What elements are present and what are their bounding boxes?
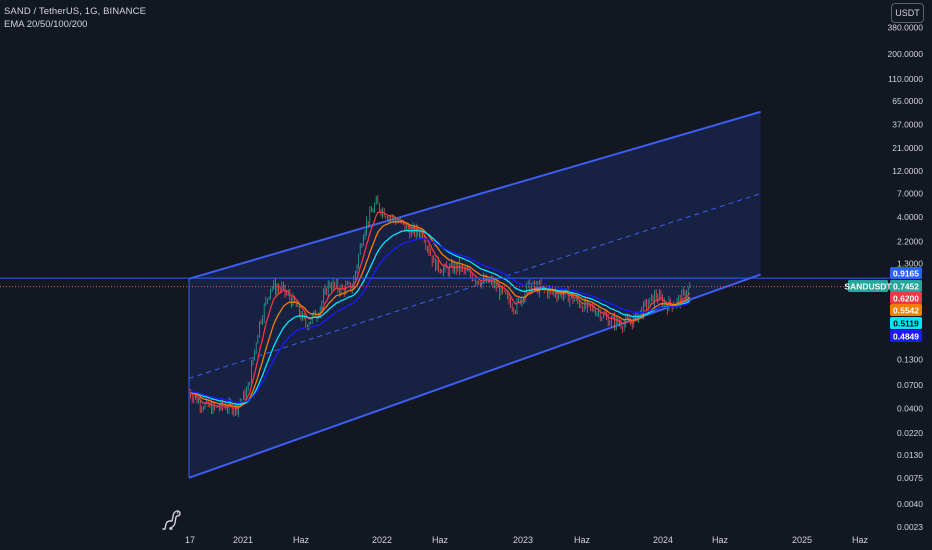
price-tags: 0.91650.7452SANDUSDT0.62000.55420.51190.… [844, 267, 922, 342]
level-lines [0, 277, 890, 288]
y-tick-label: 21.0000 [892, 143, 923, 153]
y-tick-label: 65.0000 [892, 96, 923, 106]
price-tag-value: 0.5542 [893, 306, 919, 316]
indicator-legend[interactable]: EMA 20/50/100/200 [4, 19, 88, 30]
price-tag: 0.4849 [890, 330, 922, 342]
channel-fill [189, 111, 761, 478]
x-tick-label: 2025 [792, 535, 812, 545]
x-tick-label: Haz [712, 535, 729, 545]
y-tick-label: 0.1300 [897, 354, 923, 364]
y-tick-label: 110.0000 [888, 74, 923, 84]
time-axis[interactable]: 17 2021 Haz 2022 Haz 2023 Haz 2024 Haz 2025 Haz [185, 535, 869, 545]
price-tag-value: 0.9165 [893, 269, 919, 279]
price-tag: 0.6200 [890, 292, 922, 304]
ema-layer [188, 211, 691, 410]
currency-button[interactable]: USDT [891, 3, 924, 23]
ema-line-4 [188, 238, 691, 403]
y-tick-label: 0.0040 [897, 499, 923, 509]
x-tick-label: 17 [185, 535, 195, 545]
y-tick-label: 0.0220 [897, 428, 923, 438]
symbol-tag-label: SANDUSDT [844, 282, 892, 292]
y-tick-label: 2.2000 [897, 237, 923, 247]
channel-middle-line [188, 193, 761, 379]
x-tick-label: 2024 [653, 535, 673, 545]
y-tick-label: 12.0000 [892, 166, 923, 176]
price-tag-box [890, 267, 922, 279]
x-tick-label: Haz [432, 535, 449, 545]
price-tag: 0.9165 [890, 267, 922, 279]
price-tag-value: 0.6200 [893, 294, 919, 304]
x-tick-label: Haz [293, 535, 310, 545]
y-tick-label: 380.0000 [888, 23, 924, 33]
price-tag-box [890, 292, 922, 304]
price-tag-box [890, 280, 922, 292]
price-tag-value: 0.4849 [893, 332, 919, 342]
price-tag: 0.5542 [890, 304, 922, 316]
price-axis[interactable]: 380.0000 200.0000 110.0000 65.0000 37.0000 21… [888, 23, 924, 533]
price-tag-box [890, 304, 922, 316]
candles-layer [188, 195, 691, 418]
x-tick-label: 2023 [513, 535, 533, 545]
x-tick-label: Haz [852, 535, 869, 545]
y-tick-label: 0.0023 [897, 522, 923, 532]
x-tick-label: 2021 [233, 535, 253, 545]
price-tag-box [890, 330, 922, 342]
price-tag-value: 0.5119 [893, 319, 919, 329]
ema-line-1 [188, 211, 691, 410]
y-tick-label: 0.0700 [897, 380, 923, 390]
price-tag-value: 0.7452 [893, 282, 919, 292]
y-tick-label: 200.0000 [888, 49, 924, 59]
symbol-tag-box [848, 280, 888, 292]
y-tick-label: 37.0000 [892, 119, 923, 129]
x-tick-label: Haz [574, 535, 591, 545]
channel-lower-line [188, 273, 762, 479]
x-tick-label: 2022 [372, 535, 392, 545]
y-tick-label: 0.0075 [897, 473, 923, 483]
ema-line-2 [188, 220, 691, 408]
dinosaur-logo-icon [162, 510, 181, 530]
chart-title: SAND / TetherUS, 1G, BINANCE [4, 6, 147, 17]
price-tag-box [890, 317, 922, 329]
channel-layer [188, 110, 762, 479]
y-tick-label: 0.0130 [897, 450, 923, 460]
y-tick-label: 0.0400 [897, 403, 923, 413]
ema-line-3 [188, 229, 691, 405]
channel-upper-line [188, 110, 761, 280]
price-tag: 0.5119 [890, 317, 922, 329]
y-tick-label: 1.3000 [897, 259, 923, 269]
y-tick-label: 7.0000 [897, 189, 923, 199]
y-tick-label: 4.0000 [897, 212, 923, 222]
